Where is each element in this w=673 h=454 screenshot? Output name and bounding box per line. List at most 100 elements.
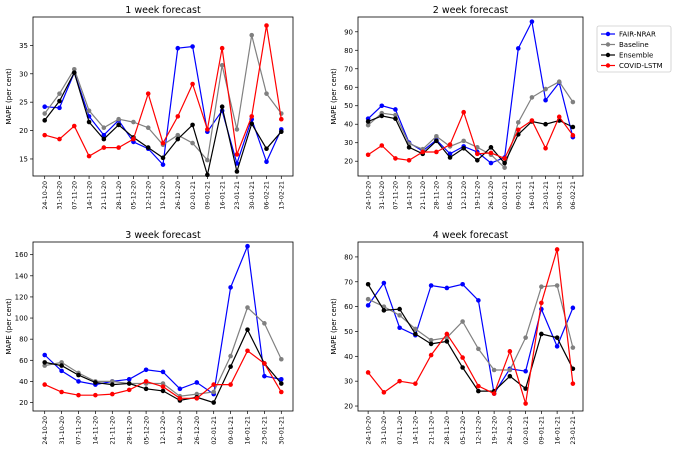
y-tick-label: 90 bbox=[344, 28, 353, 36]
x-tick-label: 02-01-21 bbox=[502, 181, 509, 210]
y-tick-label: 40 bbox=[344, 353, 353, 361]
data-point bbox=[228, 285, 233, 290]
data-point bbox=[365, 296, 371, 302]
data-point bbox=[428, 337, 434, 343]
y-tick-label: 160 bbox=[15, 251, 28, 259]
data-point bbox=[434, 138, 439, 144]
data-point bbox=[488, 160, 494, 166]
data-point bbox=[570, 305, 576, 311]
data-point bbox=[461, 109, 466, 115]
x-tick-label: 16-01-21 bbox=[554, 416, 561, 445]
data-point bbox=[59, 368, 64, 374]
data-point bbox=[488, 150, 494, 156]
data-point bbox=[279, 129, 284, 135]
data-point bbox=[397, 378, 402, 384]
x-tick-label: 09-01-21 bbox=[539, 416, 546, 445]
data-point bbox=[71, 123, 77, 129]
data-point bbox=[194, 380, 200, 385]
legend-label: FAIR-NRAR bbox=[619, 31, 656, 39]
x-tick-label: 24-10-20 bbox=[42, 416, 49, 445]
series-line bbox=[367, 80, 574, 169]
panel-title: 3 week forecast bbox=[125, 230, 201, 241]
data-point bbox=[393, 116, 398, 121]
y-tick-label: 15 bbox=[19, 155, 28, 163]
data-point bbox=[160, 369, 166, 375]
data-point bbox=[86, 153, 92, 159]
data-point bbox=[110, 391, 115, 397]
data-point bbox=[447, 151, 453, 157]
data-point bbox=[71, 70, 77, 75]
data-point bbox=[476, 388, 481, 394]
data-point bbox=[279, 377, 284, 382]
x-tick-label: 02-01-21 bbox=[523, 416, 530, 445]
x-tick-label: 16-01-21 bbox=[245, 416, 252, 445]
data-point bbox=[476, 383, 481, 389]
legend-box bbox=[596, 25, 672, 73]
data-point bbox=[434, 149, 439, 155]
data-point bbox=[529, 19, 535, 24]
data-point bbox=[190, 44, 195, 49]
legend-marker bbox=[605, 31, 611, 37]
data-point bbox=[86, 108, 92, 113]
data-point bbox=[381, 280, 387, 286]
data-point bbox=[262, 373, 267, 379]
x-tick-label: 14-11-20 bbox=[413, 416, 420, 445]
x-tick-label: 16-01-21 bbox=[219, 181, 226, 210]
data-point bbox=[539, 300, 544, 306]
x-tick-label: 09-01-21 bbox=[228, 416, 235, 445]
x-tick-label: 12-12-20 bbox=[145, 181, 152, 210]
series-line bbox=[367, 115, 574, 165]
series-line bbox=[367, 284, 574, 371]
data-point bbox=[447, 155, 453, 160]
x-tick-label: 14-11-20 bbox=[93, 416, 100, 445]
x-tick-label: 24-10-20 bbox=[42, 181, 49, 210]
data-point bbox=[476, 298, 481, 303]
data-point bbox=[264, 23, 269, 28]
y-tick-label: 30 bbox=[19, 70, 28, 78]
x-tick-label: 31-10-20 bbox=[379, 181, 386, 210]
legend-label: Ensemble bbox=[619, 52, 653, 60]
y-axis-label: MAPE (per cent) bbox=[5, 298, 13, 355]
data-point bbox=[175, 136, 181, 142]
data-point bbox=[86, 119, 92, 125]
legend: FAIR-NRAR Baseline Ensemble COVID-LSTM bbox=[596, 25, 672, 73]
data-point bbox=[57, 136, 62, 142]
data-point bbox=[529, 95, 535, 100]
data-point bbox=[177, 396, 183, 401]
data-point bbox=[264, 91, 269, 96]
data-point bbox=[42, 382, 47, 387]
data-point bbox=[434, 133, 439, 139]
x-tick-label: 02-01-21 bbox=[211, 416, 218, 445]
x-tick-label: 05-12-20 bbox=[460, 416, 467, 445]
x-tick-label: 28-11-20 bbox=[434, 181, 441, 210]
x-tick-label: 06-02-21 bbox=[264, 181, 271, 210]
data-point bbox=[365, 122, 371, 128]
data-point bbox=[502, 165, 507, 170]
data-point bbox=[71, 66, 77, 72]
x-tick-label: 05-12-20 bbox=[143, 416, 150, 445]
x-tick-label: 19-12-20 bbox=[177, 416, 184, 445]
data-point bbox=[211, 389, 216, 395]
data-point bbox=[447, 142, 453, 147]
x-tick-label: 09-01-21 bbox=[205, 181, 212, 210]
x-tick-label: 07-11-20 bbox=[393, 181, 400, 210]
data-point bbox=[145, 91, 151, 96]
x-tick-label: 06-02-21 bbox=[570, 181, 577, 210]
data-point bbox=[554, 247, 560, 252]
data-point bbox=[211, 400, 216, 405]
y-tick-label: 80 bbox=[344, 253, 353, 261]
data-point bbox=[42, 111, 47, 116]
data-point bbox=[42, 104, 47, 110]
data-point bbox=[93, 392, 98, 398]
y-tick-label: 40 bbox=[344, 121, 353, 129]
y-tick-label: 80 bbox=[344, 47, 353, 55]
data-point bbox=[219, 45, 225, 51]
data-point bbox=[160, 388, 166, 394]
data-point bbox=[444, 285, 450, 291]
data-point bbox=[279, 389, 284, 395]
data-point bbox=[554, 344, 560, 349]
data-point bbox=[160, 140, 166, 146]
data-point bbox=[397, 306, 402, 312]
data-point bbox=[219, 104, 225, 110]
data-point bbox=[262, 361, 267, 366]
